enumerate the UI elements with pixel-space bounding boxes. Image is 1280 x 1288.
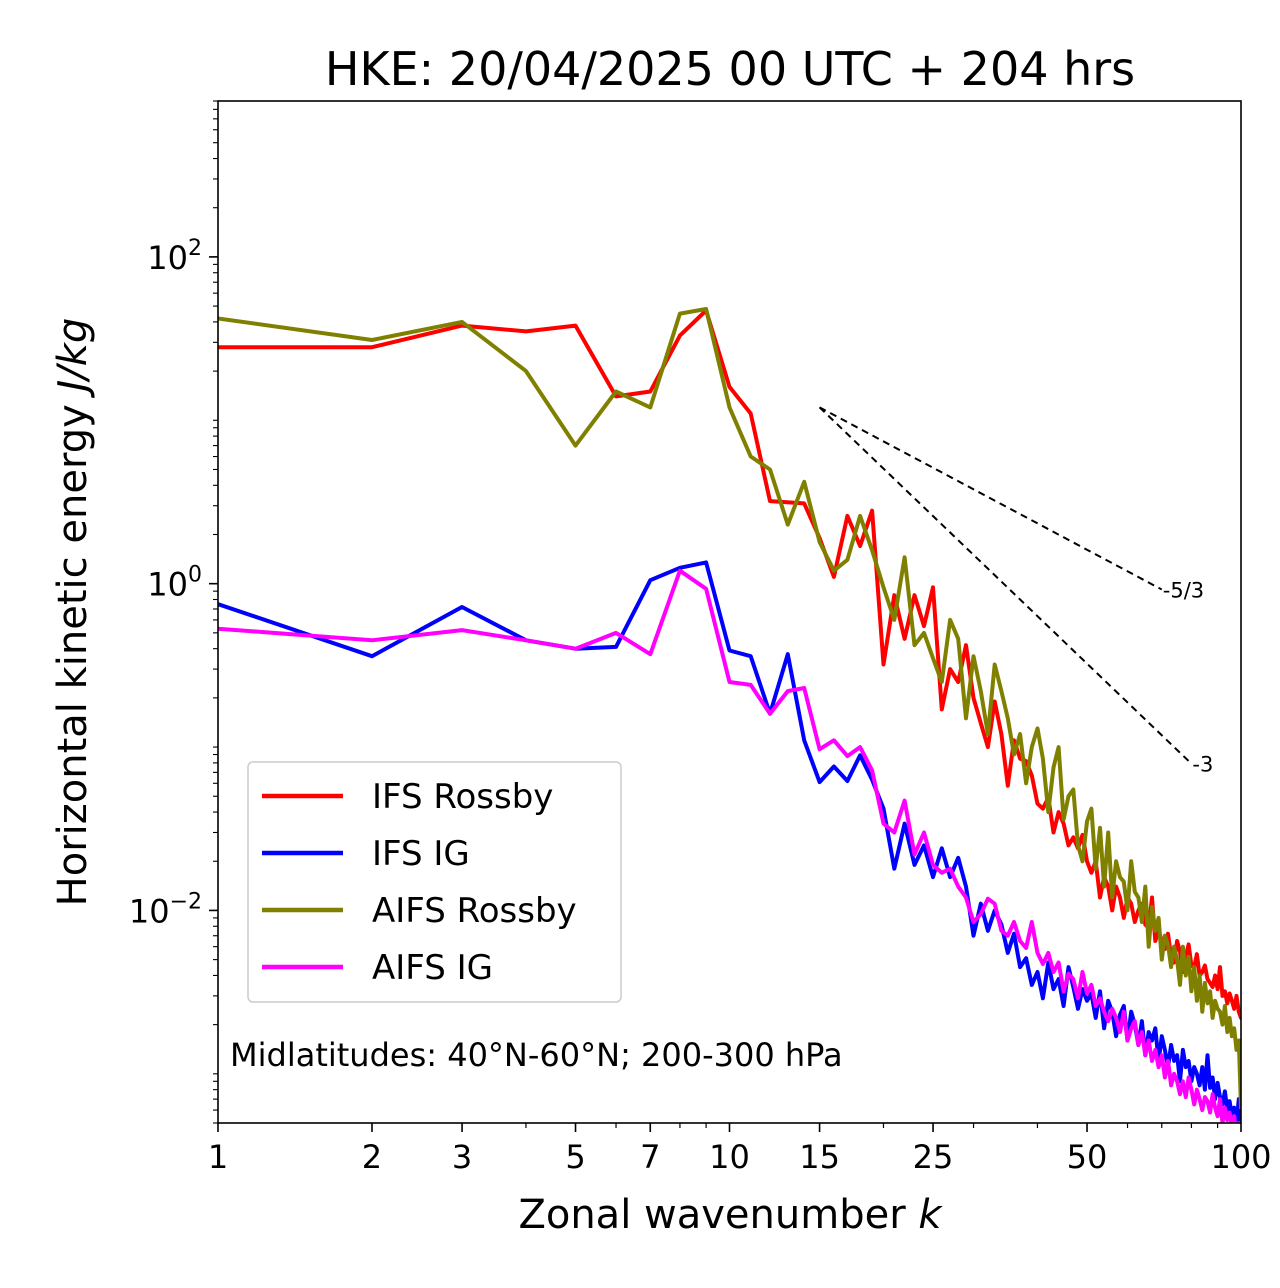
x-axis-label-symbol: k: [918, 1192, 943, 1238]
y-axis-label: Horizontal kinetic energy J/kg: [50, 318, 96, 907]
y-axis-ticks: 102 100 10−2: [129, 100, 218, 1124]
y-axis-label-text: Horizontal kinetic energy: [50, 392, 96, 907]
x-tick-label: 10: [709, 1138, 750, 1176]
chart-title: HKE: 20/04/2025 00 UTC + 204 hrs: [325, 42, 1135, 96]
x-tick-label: 2: [362, 1138, 382, 1176]
legend-items: IFS Rossby IFS IG AIFS Rossby AIFS IG: [262, 777, 577, 988]
legend: IFS Rossby IFS IG AIFS Rossby AIFS IG: [247, 761, 622, 1003]
region-annotation: Midlatitudes: 40°N-60°N; 200-300 hPa: [230, 1036, 843, 1074]
legend-label: IFS IG: [372, 834, 470, 874]
series-line-aifs-ig: [218, 568, 1241, 1123]
x-axis-label-text: Zonal wavenumber: [518, 1192, 918, 1238]
x-tick-label: 3: [452, 1138, 472, 1176]
x-axis-ticks: 1 2 3 5 7 10 15 25 50 100: [208, 1123, 1272, 1176]
x-axis-label: Zonal wavenumber k: [518, 1192, 943, 1238]
legend-label: AIFS IG: [372, 948, 493, 988]
x-tick-label: 1: [208, 1138, 228, 1176]
x-tick-label: 50: [1067, 1138, 1108, 1176]
legend-label: AIFS Rossby: [372, 891, 577, 931]
x-tick-label: 7: [640, 1138, 660, 1176]
x-tick-label: 25: [913, 1138, 954, 1176]
x-tick-label: 100: [1210, 1138, 1271, 1176]
reference-slope-label-2: -3: [1192, 753, 1213, 777]
y-tick-label: 10−2: [129, 889, 202, 930]
series-layer: [218, 307, 1241, 1123]
legend-box: [247, 761, 622, 1003]
series-line-ifs-rossby: [218, 308, 1241, 1020]
y-tick-label: 102: [147, 236, 202, 277]
reference-slope-label-1: -5/3: [1163, 579, 1204, 603]
reference-slope-line-1: [819, 406, 1163, 591]
reference-slopes: -5/3 -3: [818, 406, 1213, 777]
legend-label: IFS Rossby: [372, 777, 553, 817]
x-tick-label: 5: [565, 1138, 585, 1176]
y-axis-label-unit: J/kg: [50, 318, 96, 399]
reference-slope-line-2: [818, 406, 1193, 765]
series-line-ifs-ig: [218, 560, 1241, 1123]
series-line-aifs-rossby: [218, 307, 1241, 1110]
y-tick-label: 100: [147, 563, 202, 604]
x-tick-label: 15: [799, 1138, 840, 1176]
